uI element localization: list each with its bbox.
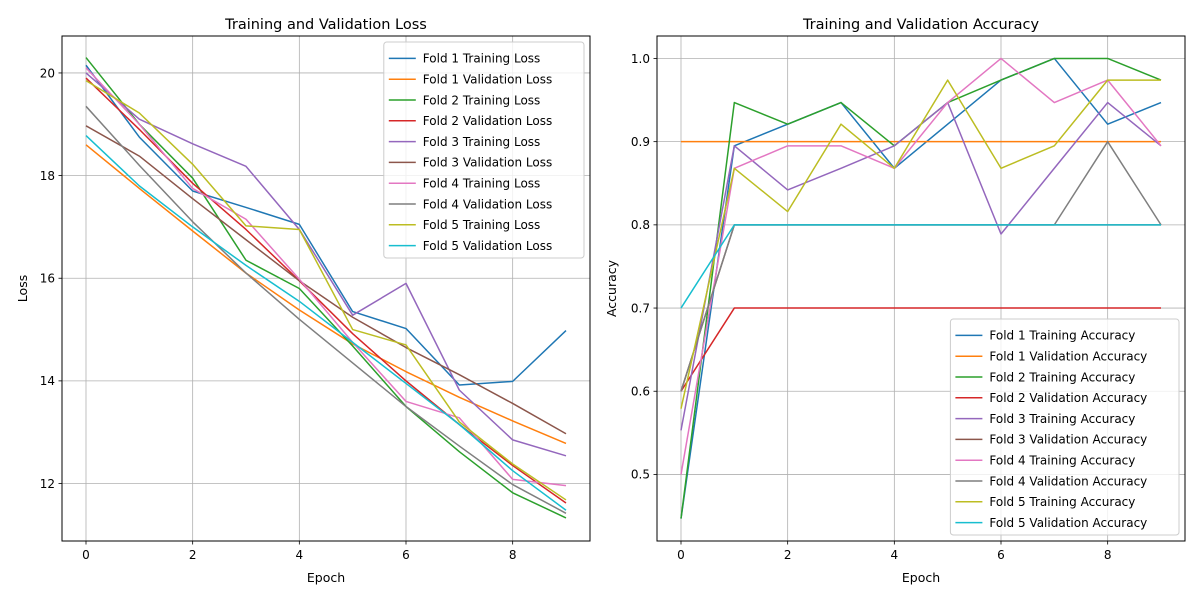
accuracy-legend-label: Fold 3 Validation Accuracy — [989, 433, 1147, 447]
accuracy-x-axis-label: Epoch — [902, 570, 940, 585]
loss-legend-label: Fold 4 Training Loss — [423, 177, 541, 191]
loss-x-tick-label: 8 — [509, 548, 517, 562]
loss-y-tick-label: 20 — [40, 66, 55, 80]
loss-y-tick-label: 18 — [40, 169, 55, 183]
loss-y-tick-label: 16 — [40, 272, 55, 286]
accuracy-plot-frame — [656, 35, 1186, 542]
loss-legend-label: Fold 5 Validation Loss — [423, 239, 552, 253]
loss-legend-label: Fold 3 Training Loss — [423, 135, 541, 149]
loss-series-line-3 — [85, 57, 567, 519]
loss-series-line-8 — [85, 105, 567, 514]
loss-series-line-9 — [85, 80, 567, 501]
loss-series-line-6 — [85, 125, 567, 435]
loss-legend-label: Fold 1 Training Loss — [423, 52, 541, 66]
loss-chart: Training and Validation Loss 0 2 4 6 8 12 14 16… — [15, 17, 591, 585]
loss-series-line-1 — [85, 64, 567, 386]
loss-series-line-7 — [85, 67, 567, 487]
loss-legend-label: Fold 4 Validation Loss — [423, 197, 552, 211]
accuracy-legend-label: Fold 2 Validation Accuracy — [989, 391, 1147, 405]
loss-y-tick-label: 14 — [40, 374, 55, 388]
accuracy-series-line-7 — [680, 57, 1162, 475]
accuracy-series-lines — [680, 57, 1162, 519]
accuracy-legend: Fold 1 Training Accuracy Fold 1 Validatio… — [949, 318, 1180, 536]
accuracy-legend-label: Fold 2 Training Accuracy — [989, 370, 1135, 384]
loss-plot-frame — [61, 35, 591, 542]
loss-x-axis-label: Epoch — [307, 570, 345, 585]
accuracy-chart: Training and Validation Accuracy 0 2 4 6 8 0.… — [604, 17, 1186, 585]
loss-series-line-5 — [85, 72, 567, 457]
accuracy-legend-box — [949, 318, 1180, 536]
loss-x-tick-label: 6 — [402, 548, 410, 562]
accuracy-y-tick-label: 0.9 — [631, 135, 650, 149]
loss-legend-label: Fold 2 Validation Loss — [423, 114, 552, 128]
loss-legend-label: Fold 2 Training Loss — [423, 93, 541, 107]
accuracy-x-tick-label: 4 — [891, 548, 899, 562]
loss-axis-ticks: 0 2 4 6 8 12 14 16 18 20 — [40, 66, 517, 562]
loss-legend-label: Fold 1 Validation Loss — [423, 73, 552, 87]
accuracy-legend-label: Fold 1 Training Accuracy — [989, 329, 1135, 343]
accuracy-chart-title: Training and Validation Accuracy — [802, 17, 1040, 33]
loss-x-tick-label: 4 — [296, 548, 304, 562]
loss-chart-title: Training and Validation Loss — [224, 17, 427, 33]
loss-y-axis-label: Loss — [15, 275, 30, 302]
accuracy-x-tick-label: 8 — [1104, 548, 1112, 562]
accuracy-x-tick-label: 0 — [677, 548, 685, 562]
loss-series-lines — [85, 57, 567, 519]
loss-legend-label: Fold 5 Training Loss — [423, 218, 541, 232]
accuracy-axis-ticks: 0 2 4 6 8 0.5 0.6 0.7 0.8 0.9 1.0 — [631, 52, 1112, 562]
accuracy-y-tick-label: 1.0 — [631, 52, 650, 66]
accuracy-series-line-4 — [680, 307, 1161, 392]
accuracy-legend-label: Fold 1 Validation Accuracy — [989, 350, 1147, 364]
accuracy-y-tick-label: 0.8 — [631, 218, 650, 232]
loss-series-line-10 — [85, 135, 567, 511]
accuracy-legend-label: Fold 4 Validation Accuracy — [989, 474, 1147, 488]
loss-legend: Fold 1 Training Loss Fold 1 Validation Lo… — [383, 41, 585, 259]
loss-x-tick-label: 0 — [82, 548, 90, 562]
accuracy-legend-label: Fold 5 Training Accuracy — [989, 495, 1135, 509]
loss-y-tick-label: 12 — [40, 477, 55, 491]
loss-legend-label: Fold 3 Validation Loss — [423, 156, 552, 170]
loss-x-tick-label: 2 — [189, 548, 197, 562]
accuracy-legend-label: Fold 4 Training Accuracy — [989, 454, 1135, 468]
accuracy-y-tick-label: 0.6 — [631, 385, 650, 399]
accuracy-y-tick-label: 0.7 — [631, 301, 650, 315]
accuracy-series-line-9 — [680, 79, 1161, 409]
accuracy-x-tick-label: 6 — [997, 548, 1005, 562]
accuracy-y-tick-label: 0.5 — [631, 468, 650, 482]
accuracy-x-tick-label: 2 — [784, 548, 792, 562]
accuracy-y-axis-label: Accuracy — [604, 259, 619, 317]
loss-series-line-2 — [85, 144, 567, 445]
accuracy-legend-label: Fold 5 Validation Accuracy — [989, 516, 1147, 530]
loss-legend-box — [383, 41, 585, 259]
accuracy-series-line-10 — [680, 224, 1161, 309]
accuracy-legend-label: Fold 3 Training Accuracy — [989, 412, 1135, 426]
